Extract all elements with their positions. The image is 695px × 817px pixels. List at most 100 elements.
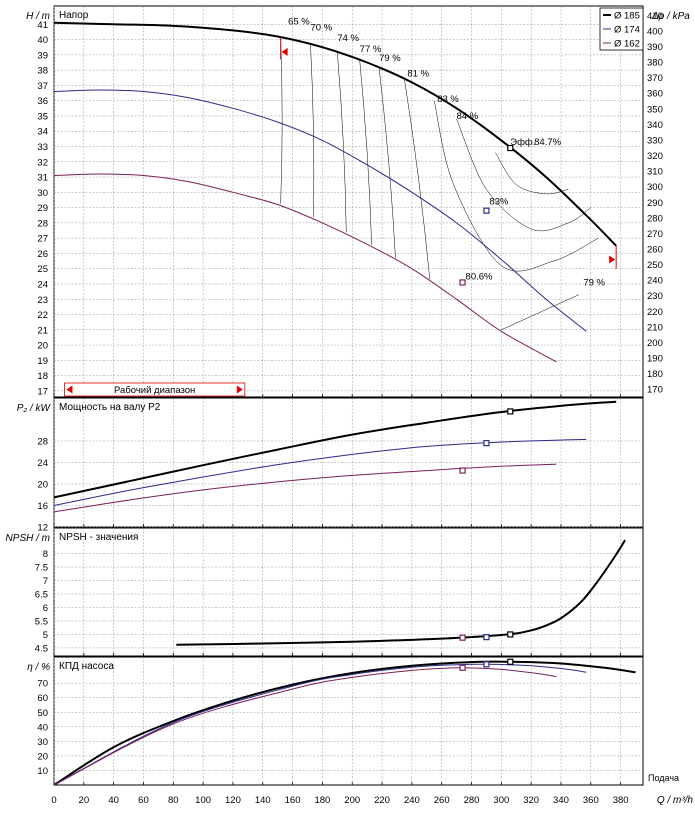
y-tick-label: 7.5 <box>35 563 48 574</box>
efficiency-label: 65 % <box>288 16 310 27</box>
duty-point-marker <box>507 658 514 665</box>
y-right-tick-label: 200 <box>647 338 663 349</box>
duty-point-marker <box>507 144 514 152</box>
y-tick-label: 31 <box>37 173 48 184</box>
series-layer <box>53 21 636 786</box>
x-tick-label: 300 <box>493 795 509 806</box>
efficiency-contour <box>456 118 591 232</box>
y-tick-label: 19 <box>37 356 48 367</box>
y-right-tick-label: 390 <box>647 42 663 53</box>
operating-range-end-arrow <box>609 255 616 264</box>
efficiency-label: 79 % <box>379 53 401 64</box>
panel-title: Напор <box>59 10 89 21</box>
x-tick-label: 340 <box>553 795 569 806</box>
series-line-3-1 <box>53 663 587 786</box>
iso-efficiency-line <box>404 79 431 279</box>
y-tick-label: 35 <box>37 111 48 122</box>
x-tick-label: 260 <box>434 795 450 806</box>
operating-range-box-right-arrow <box>236 385 243 394</box>
y-tick-label: 37 <box>37 81 48 92</box>
y-tick-label: 6.5 <box>35 590 48 601</box>
y-right-tick-label: 320 <box>647 151 663 162</box>
y-tick-label: 17 <box>37 386 48 397</box>
legend-label: Ø 185 <box>614 11 640 22</box>
x-tick-label: 60 <box>138 795 149 806</box>
efficiency-contour <box>495 152 569 195</box>
efficiency-contour <box>501 294 579 331</box>
y-tick-label: 4.5 <box>35 643 48 654</box>
y-tick-label: 28 <box>37 437 48 448</box>
y-right-tick-label: 270 <box>647 229 663 240</box>
x-tick-label: 80 <box>168 795 179 806</box>
iso-efficiency-line <box>378 67 396 258</box>
series-line-1-1 <box>53 438 587 506</box>
grid-layer <box>53 5 644 786</box>
y-tick-label: 36 <box>37 96 48 107</box>
y-tick-label: 24 <box>37 279 48 290</box>
panel-frame-2 <box>53 527 644 657</box>
panel-title: КПД насоса <box>59 661 114 672</box>
x-tick-label: 40 <box>108 795 119 806</box>
operating-range-box <box>64 382 246 397</box>
y-tick-label: 30 <box>37 737 48 748</box>
x-tick-label: 180 <box>314 795 330 806</box>
legend-label: Ø 162 <box>614 39 640 50</box>
series-line-0-2 <box>53 173 557 363</box>
legend-label: Ø 174 <box>614 25 640 36</box>
y-tick-label: 32 <box>37 157 48 168</box>
x-axis-label: Q / m³/h <box>657 795 694 806</box>
panel-title: Мощность на валу P2 <box>59 402 161 413</box>
series-line-3-0 <box>53 660 636 786</box>
efficiency-label: 84 % <box>457 111 479 122</box>
efficiency-label: 70 % <box>310 22 332 33</box>
y-tick-label: 22 <box>37 310 48 321</box>
y-right-tick-label: 410 <box>647 11 663 22</box>
y-axis-label: NPSH / m <box>6 533 50 544</box>
y-tick-label: 29 <box>37 203 48 214</box>
y-tick-label: 70 <box>37 679 48 690</box>
operating-range-label: Рабочий диапазон <box>114 385 195 396</box>
y-right-tick-label: 380 <box>647 58 663 69</box>
y-tick-label: 5 <box>43 630 48 641</box>
iso-efficiency-line <box>310 44 315 218</box>
series-line-0-1 <box>53 89 587 332</box>
y-right-tick-label: 290 <box>647 198 663 209</box>
y-tick-label: 12 <box>37 523 48 534</box>
y-axis-label: H / m <box>26 11 50 22</box>
y-tick-label: 18 <box>37 371 48 382</box>
efficiency-label: 81 % <box>407 68 429 79</box>
y-tick-label: 50 <box>37 708 48 719</box>
y-right-tick-label: 280 <box>647 213 663 224</box>
duty-point-marker <box>459 634 466 641</box>
panel-title: NPSH - значения <box>59 532 138 543</box>
y-tick-label: 26 <box>37 249 48 260</box>
operating-range-box-left-arrow <box>66 385 73 394</box>
y-right-tick-label: 230 <box>647 291 663 302</box>
y-right-tick-label: 370 <box>647 73 663 84</box>
y-tick-label: 39 <box>37 50 48 61</box>
y-axis-label: P₂ / kW <box>17 403 52 414</box>
y-tick-label: 28 <box>37 218 48 229</box>
series-line-1-2 <box>53 463 557 513</box>
series-line-2-0 <box>176 539 626 646</box>
efficiency-label: 83 % <box>437 94 459 105</box>
iso-efficiency-line <box>337 52 347 233</box>
y-tick-label: 34 <box>37 127 48 138</box>
y-right-tick-label: 210 <box>647 322 663 333</box>
x-tick-label: 20 <box>79 795 90 806</box>
y-tick-label: 25 <box>37 264 48 275</box>
duty-point-marker <box>483 634 490 641</box>
y-right-tick-label: 330 <box>647 135 663 146</box>
y-right-axis-label: Δp / kPa <box>651 11 690 22</box>
x-axis-caption: Подача <box>648 773 679 783</box>
efficiency-contours-layer <box>64 37 617 397</box>
x-tick-label: 380 <box>613 795 629 806</box>
duty-point-marker <box>459 279 466 286</box>
efficiency-label: 77 % <box>360 44 382 55</box>
duty-point-marker <box>483 661 490 668</box>
duty-point-marker <box>483 440 490 447</box>
y-tick-label: 7 <box>43 576 48 587</box>
efficiency-label: 79 % <box>583 278 605 289</box>
x-tick-label: 320 <box>523 795 539 806</box>
